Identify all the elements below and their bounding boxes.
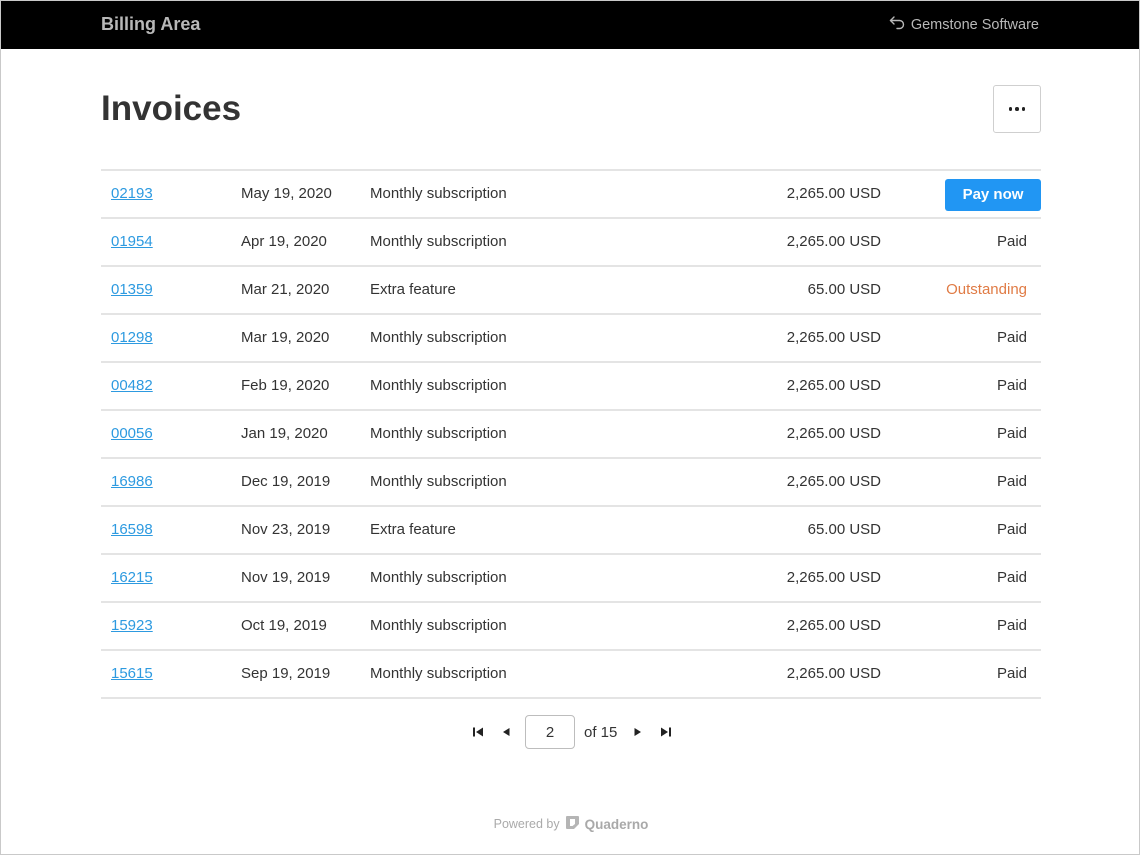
invoice-row: 16986 Dec 19, 2019 Monthly subscription 2,2…: [101, 459, 1041, 507]
page-total-label: of 15: [584, 724, 618, 741]
next-page-icon[interactable]: [630, 724, 646, 740]
invoice-amount: 2,265.00 USD: [786, 377, 881, 394]
invoice-amount: 2,265.00 USD: [786, 425, 881, 442]
invoice-number-link[interactable]: 16986: [111, 473, 153, 490]
powered-by-label: Powered by: [493, 817, 560, 831]
invoice-description: Monthly subscription: [370, 617, 507, 634]
invoice-amount: 65.00 USD: [807, 521, 881, 538]
invoice-description: Monthly subscription: [370, 665, 507, 682]
invoice-date: Nov 19, 2019: [241, 569, 331, 586]
status-badge: Paid: [996, 425, 1027, 442]
back-link-label: Gemstone Software: [910, 17, 1039, 33]
page-title: Invoices: [101, 89, 242, 128]
invoice-date: May 19, 2020: [241, 185, 332, 202]
invoice-description: Extra feature: [370, 281, 456, 298]
invoice-date: Oct 19, 2019: [241, 617, 327, 634]
invoice-amount: 2,265.00 USD: [786, 617, 881, 634]
invoice-number-cell: 00482: [111, 363, 153, 409]
more-horizontal-icon: [1008, 107, 1026, 111]
invoice-number-cell: 01954: [111, 219, 153, 265]
quaderno-brand: Quaderno: [584, 816, 649, 832]
status-badge: Paid: [996, 377, 1027, 394]
invoice-row: 02193 May 19, 2020 Monthly subscription 2,2…: [101, 171, 1041, 219]
invoice-description: Monthly subscription: [370, 377, 507, 394]
invoice-date: Sep 19, 2019: [241, 665, 331, 682]
invoice-number-cell: 16986: [111, 459, 153, 505]
pagination: of 15: [1, 715, 1139, 749]
invoice-date: Nov 23, 2019: [241, 521, 331, 538]
invoice-amount: 2,265.00 USD: [786, 569, 881, 586]
invoice-number-cell: 15615: [111, 651, 153, 697]
invoice-date: Mar 21, 2020: [241, 281, 330, 298]
quaderno-logo-icon: [565, 815, 580, 833]
invoice-number-link[interactable]: 16215: [111, 569, 153, 586]
invoice-row: 15615 Sep 19, 2019 Monthly subscription 2,2…: [101, 651, 1041, 699]
status-badge: Paid: [996, 665, 1027, 682]
invoice-date: Apr 19, 2020: [241, 233, 327, 250]
status-badge: Paid: [996, 233, 1027, 250]
status-badge: Paid: [996, 617, 1027, 634]
invoice-description: Monthly subscription: [370, 569, 507, 586]
invoice-row: 00056 Jan 19, 2020 Monthly subscription 2,2…: [101, 411, 1041, 459]
pay-now-button[interactable]: Pay now: [945, 179, 1041, 211]
more-options-button[interactable]: [993, 85, 1041, 133]
app-title: Billing Area: [101, 14, 201, 34]
status-badge: Paid: [996, 473, 1027, 490]
invoice-number-link[interactable]: 00482: [111, 377, 153, 394]
return-arrow-icon: [889, 16, 905, 34]
invoice-row: 01359 Mar 21, 2020 Extra feature 65.00 USD O…: [101, 267, 1041, 315]
invoice-description: Monthly subscription: [370, 329, 507, 346]
footer: Powered by Quaderno: [1, 815, 1139, 833]
invoice-description: Monthly subscription: [370, 473, 507, 490]
invoice-table: 02193 May 19, 2020 Monthly subscription 2,2…: [101, 169, 1041, 699]
invoice-date: Jan 19, 2020: [241, 425, 328, 442]
invoice-row: 15923 Oct 19, 2019 Monthly subscription 2,2…: [101, 603, 1041, 651]
invoice-amount: 2,265.00 USD: [786, 665, 881, 682]
invoice-number-link[interactable]: 01954: [111, 233, 153, 250]
invoice-date: Feb 19, 2020: [241, 377, 330, 394]
invoice-number-cell: 15923: [111, 603, 153, 649]
first-page-icon[interactable]: [470, 724, 486, 740]
status-badge: Paid: [996, 521, 1027, 538]
invoice-date: Dec 19, 2019: [241, 473, 331, 490]
invoice-number-link[interactable]: 16598: [111, 521, 153, 538]
invoice-row: 16598 Nov 23, 2019 Extra feature 65.00 USD P…: [101, 507, 1041, 555]
invoice-number-link[interactable]: 15923: [111, 617, 153, 634]
invoice-number-link[interactable]: 02193: [111, 185, 153, 202]
last-page-icon[interactable]: [658, 724, 674, 740]
invoice-description: Monthly subscription: [370, 233, 507, 250]
status-badge: Paid: [996, 569, 1027, 586]
page-number-input[interactable]: [525, 715, 575, 749]
invoice-number-link[interactable]: 01359: [111, 281, 153, 298]
invoice-description: Monthly subscription: [370, 185, 507, 202]
back-to-merchant-link[interactable]: Gemstone Software: [889, 16, 1039, 34]
invoice-number-cell: 16598: [111, 507, 153, 553]
invoice-amount: 2,265.00 USD: [786, 233, 881, 250]
previous-page-icon[interactable]: [498, 724, 514, 740]
top-bar: Billing Area Gemstone Software: [1, 1, 1139, 49]
invoice-row: 01954 Apr 19, 2020 Monthly subscription 2,2…: [101, 219, 1041, 267]
invoice-number-cell: 16215: [111, 555, 153, 601]
invoice-number-cell: 01359: [111, 267, 153, 313]
invoice-amount: 2,265.00 USD: [786, 473, 881, 490]
invoice-amount: 2,265.00 USD: [786, 185, 881, 202]
invoice-amount: 2,265.00 USD: [786, 329, 881, 346]
status-badge: Outstanding: [946, 281, 1027, 298]
invoice-number-cell: 02193: [111, 171, 153, 217]
invoice-number-link[interactable]: 01298: [111, 329, 153, 346]
invoice-number-cell: 00056: [111, 411, 153, 457]
invoice-date: Mar 19, 2020: [241, 329, 330, 346]
invoice-row: 00482 Feb 19, 2020 Monthly subscription 2,2…: [101, 363, 1041, 411]
invoice-number-link[interactable]: 00056: [111, 425, 153, 442]
invoice-description: Extra feature: [370, 521, 456, 538]
status-badge: Paid: [996, 329, 1027, 346]
invoice-number-link[interactable]: 15615: [111, 665, 153, 682]
invoice-number-cell: 01298: [111, 315, 153, 361]
invoice-row: 16215 Nov 19, 2019 Monthly subscription 2,2…: [101, 555, 1041, 603]
invoice-amount: 65.00 USD: [807, 281, 881, 298]
invoice-row: 01298 Mar 19, 2020 Monthly subscription 2,2…: [101, 315, 1041, 363]
invoice-description: Monthly subscription: [370, 425, 507, 442]
